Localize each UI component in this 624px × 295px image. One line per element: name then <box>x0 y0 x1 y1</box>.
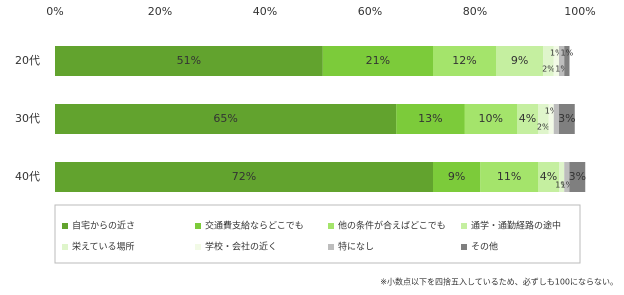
value-label: 9% <box>511 54 528 67</box>
value-label: 12% <box>452 54 476 67</box>
y-tick-label: 20代 <box>15 54 40 67</box>
legend-label: 特になし <box>338 241 374 253</box>
bar-segment <box>433 46 496 76</box>
value-label: 2% <box>537 123 550 132</box>
value-label: 3% <box>569 170 586 183</box>
legend-swatch <box>461 223 467 229</box>
value-label: 4% <box>519 112 536 125</box>
bar-segment <box>569 162 586 192</box>
bar-segment <box>55 46 323 76</box>
legend-swatch <box>328 244 334 250</box>
bar-segment <box>564 46 570 76</box>
value-label: 1% <box>545 107 558 116</box>
bar-segment <box>433 162 481 192</box>
value-label: 2% <box>542 65 555 74</box>
value-label: 65% <box>213 112 237 125</box>
legend-label: 自宅からの近さ <box>72 220 135 232</box>
value-label: 51% <box>177 54 201 67</box>
legend-label: その他 <box>471 241 498 253</box>
legend-label: 他の条件が合えばどこでも <box>338 220 446 232</box>
value-label: 1% <box>561 181 574 190</box>
bar-segment <box>548 104 554 134</box>
legend-label: 栄えている場所 <box>72 241 135 253</box>
bar-segment <box>517 104 538 134</box>
bar-segment <box>322 46 433 76</box>
value-label: 13% <box>418 112 442 125</box>
x-tick-label: 100% <box>564 5 595 18</box>
legend-swatch <box>195 244 201 250</box>
legend-swatch <box>62 223 68 229</box>
value-label: 3% <box>558 112 575 125</box>
legend-swatch <box>328 223 334 229</box>
bar-segment <box>543 46 554 76</box>
bar-segment <box>396 104 465 134</box>
value-label: 4% <box>540 170 557 183</box>
bar-segment <box>496 46 544 76</box>
x-tick-label: 80% <box>463 5 487 18</box>
value-label: 1% <box>555 181 568 190</box>
legend-swatch <box>195 223 201 229</box>
x-tick-label: 40% <box>253 5 277 18</box>
x-tick-label: 0% <box>46 5 63 18</box>
value-label: 1% <box>550 49 563 58</box>
bar-segment <box>559 46 565 76</box>
legend-label: 学校・会社の近く <box>205 241 277 253</box>
bar-segment <box>55 162 433 192</box>
x-tick-label: 20% <box>148 5 172 18</box>
bar-segment <box>55 104 397 134</box>
legend-box <box>54 204 581 264</box>
value-label: 11% <box>497 170 521 183</box>
legend-label: 交通費支給ならどこでも <box>205 220 304 232</box>
legend-swatch <box>62 244 68 250</box>
y-tick-label: 40代 <box>15 170 40 183</box>
bar-segment <box>464 104 517 134</box>
bar-segment <box>553 104 559 134</box>
bar-segment <box>559 104 575 134</box>
bar-segment <box>553 46 559 76</box>
bar-segment <box>559 162 565 192</box>
value-label: 9% <box>448 170 465 183</box>
legend-label: 通学・通勤経路の途中 <box>471 220 561 232</box>
value-label: 1% <box>561 49 574 58</box>
footnote: ※小数点以下を四捨五入しているため、必ずしも100にならない。 <box>380 277 618 287</box>
x-tick-label: 60% <box>358 5 382 18</box>
y-tick-label: 30代 <box>15 112 40 125</box>
bar-segment <box>564 162 570 192</box>
value-label: 72% <box>232 170 256 183</box>
legend-swatch <box>461 244 467 250</box>
value-label: 10% <box>479 112 503 125</box>
bar-segment <box>538 104 549 134</box>
value-label: 1% <box>555 65 568 74</box>
bar-segment <box>538 162 559 192</box>
bar-segment <box>480 162 538 192</box>
value-label: 21% <box>366 54 390 67</box>
